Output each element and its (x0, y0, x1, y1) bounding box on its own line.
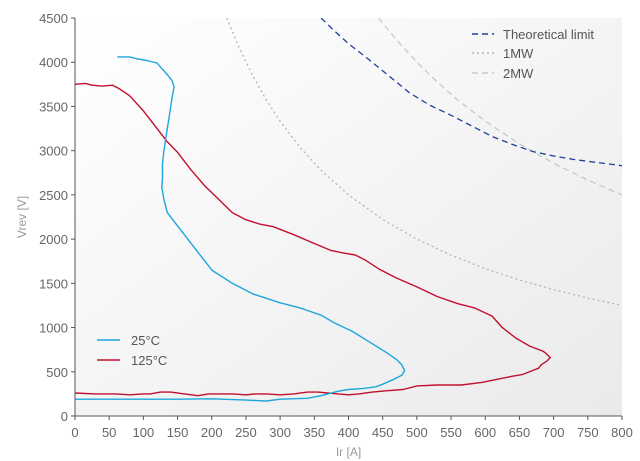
legend-label-25c: 25°C (131, 333, 160, 348)
y-tick-label: 3000 (39, 144, 68, 159)
x-tick-label: 0 (71, 425, 78, 440)
plot-area (75, 18, 622, 416)
legend-label-2mw: 2MW (503, 66, 534, 81)
x-tick-label: 400 (338, 425, 360, 440)
legend-label-theoretical-limit: Theoretical limit (503, 27, 594, 42)
y-axis-label: Vrev [V] (15, 196, 29, 238)
x-tick-label: 100 (133, 425, 155, 440)
x-tick-label: 450 (372, 425, 394, 440)
series-line-theoretical-limit (320, 18, 622, 167)
x-tick-label: 700 (543, 425, 565, 440)
x-tick-label: 50 (102, 425, 116, 440)
x-tick-label: 800 (611, 425, 633, 440)
x-tick-label: 250 (235, 425, 257, 440)
y-tick-label: 4000 (39, 55, 68, 70)
x-tick-label: 600 (474, 425, 496, 440)
y-tick-label: 500 (46, 365, 68, 380)
legend-label-1mw: 1MW (503, 46, 534, 61)
legend-bottom-left: 25°C 125°C (97, 333, 167, 368)
x-tick-label: 300 (269, 425, 291, 440)
y-tick-label: 4500 (39, 11, 68, 26)
x-tick-label: 150 (167, 425, 189, 440)
legend-label-125c: 125°C (131, 353, 167, 368)
x-tick-label: 550 (440, 425, 462, 440)
series-line-125c (75, 82, 551, 397)
series-line-25c (75, 56, 406, 402)
x-tick-label: 500 (406, 425, 428, 440)
x-tick-label: 350 (303, 425, 325, 440)
y-tick-label: 2000 (39, 232, 68, 247)
x-tick-label: 650 (509, 425, 531, 440)
x-tick-label: 200 (201, 425, 223, 440)
legend-top-right: Theoretical limit 1MW 2MW (472, 27, 594, 81)
x-tick-label: 750 (577, 425, 599, 440)
y-tick-label: 1500 (39, 276, 68, 291)
y-tick-label: 1000 (39, 321, 68, 336)
y-tick-label: 0 (61, 409, 68, 424)
y-tick-label: 2500 (39, 188, 68, 203)
y-tick-label: 3500 (39, 99, 68, 114)
series-line-2mw (378, 18, 622, 196)
x-axis-label: Ir [A] (336, 445, 361, 459)
